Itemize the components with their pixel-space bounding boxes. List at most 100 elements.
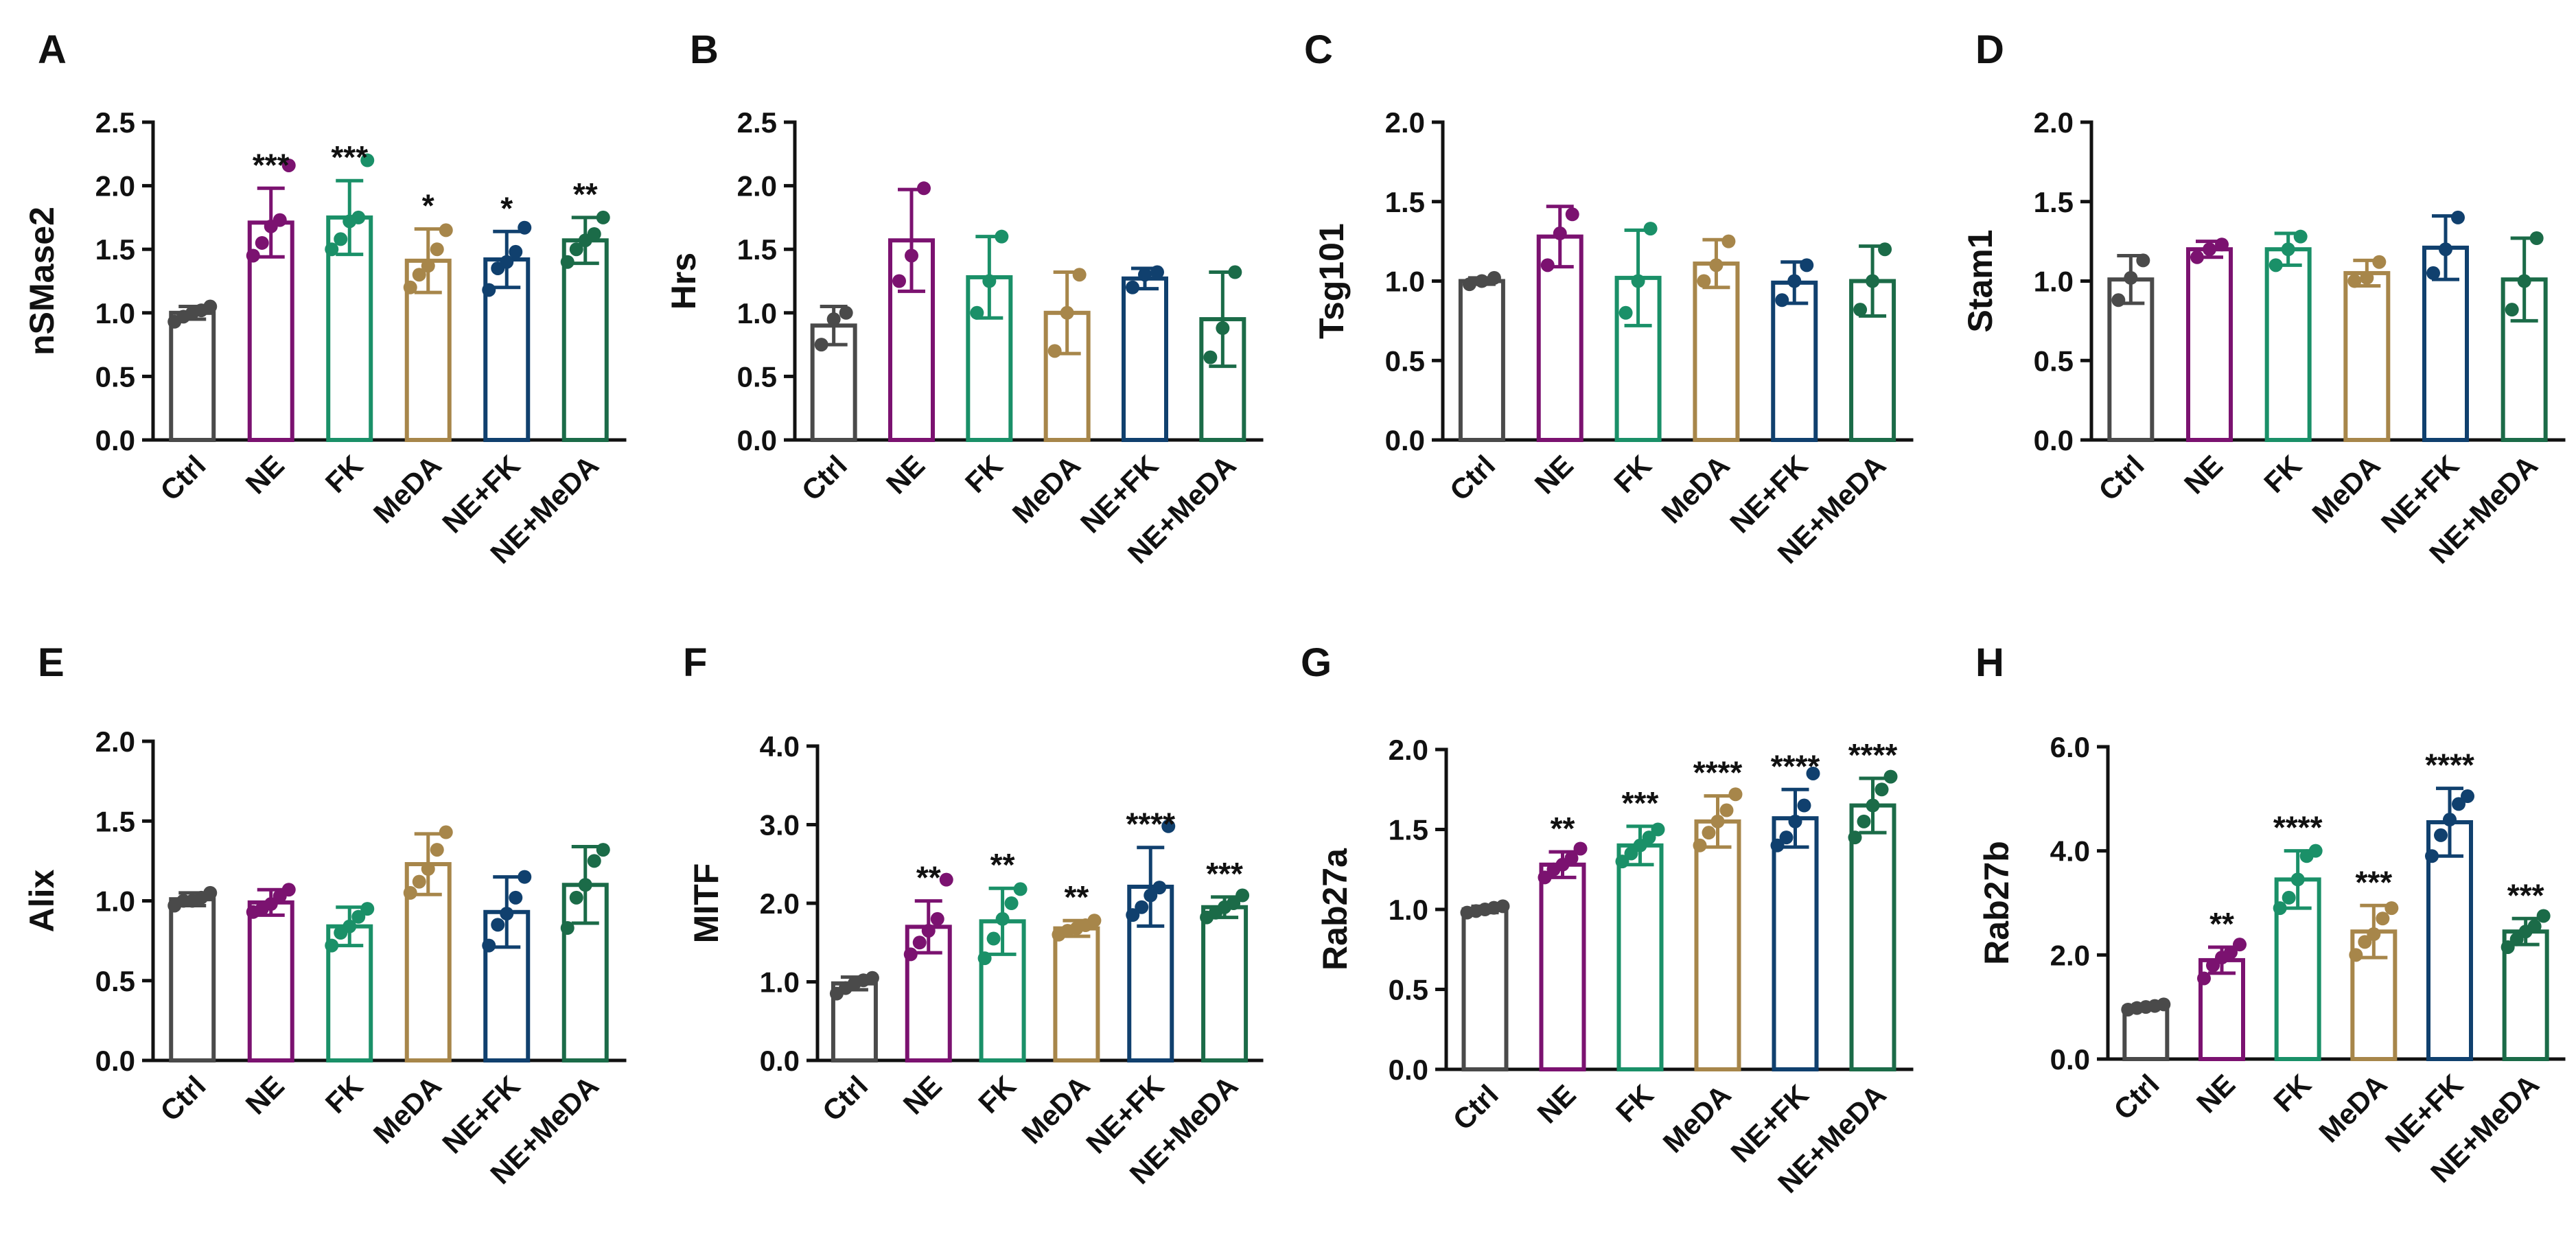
data-point (1087, 914, 1102, 928)
data-point (560, 255, 575, 269)
x-tick-label: NE (1529, 449, 1580, 500)
y-tick-label: 0.5 (1385, 345, 1425, 377)
data-point (403, 280, 417, 294)
data-point (1779, 830, 1794, 845)
x-tick-label: Ctrl (816, 1069, 874, 1127)
data-point (970, 305, 984, 320)
y-tick-label: 0.5 (737, 360, 777, 393)
data-point (430, 242, 444, 257)
x-tick-label: NE (240, 1069, 291, 1121)
data-point (1228, 265, 1242, 279)
data-point (2136, 253, 2150, 268)
data-point (995, 911, 1010, 926)
data-point (2273, 901, 2287, 916)
bar (1122, 276, 1168, 442)
data-point (1235, 888, 1250, 903)
y-tick-label: 0.0 (2034, 424, 2074, 456)
data-point (509, 890, 523, 905)
y-axis-title: Alix (23, 869, 61, 932)
x-tick-label: NE (897, 1069, 949, 1121)
data-point (412, 268, 426, 282)
data-point (2190, 250, 2204, 264)
x-tick-label: Ctrl (1446, 1078, 1504, 1136)
y-tick-label: 2.5 (737, 106, 777, 139)
data-point (255, 235, 269, 250)
bar (1616, 843, 1664, 1072)
data-point (1770, 838, 1785, 852)
data-point (1564, 851, 1579, 866)
panel-letter: C (1304, 27, 1333, 72)
data-point (281, 883, 296, 897)
data-point (814, 338, 828, 352)
data-point (2233, 938, 2247, 952)
x-tick-label: NE (2190, 1068, 2242, 1119)
y-tick-label: 2.0 (2034, 106, 2074, 139)
x-tick-label: FK (972, 1069, 1022, 1119)
data-point (1462, 277, 1476, 292)
data-point (1631, 274, 1645, 288)
data-point (509, 244, 523, 259)
x-tick-label: Ctrl (2092, 449, 2150, 507)
data-point (351, 909, 366, 924)
x-tick-label: Ctrl (154, 1069, 211, 1127)
y-tick-label: 2.0 (737, 170, 777, 202)
data-point (1775, 293, 1789, 307)
data-point (2203, 242, 2216, 257)
y-tick-label: 1.0 (95, 885, 135, 918)
data-point (1797, 798, 1811, 813)
y-tick-label: 1.5 (95, 805, 135, 837)
data-point (1866, 798, 1880, 813)
data-point (1721, 234, 1736, 248)
data-point (939, 872, 953, 887)
data-point (1693, 838, 1707, 852)
data-point (1800, 258, 1814, 272)
x-tick-label: Ctrl (154, 449, 211, 507)
x-tick-label: MeDA (1655, 449, 1735, 529)
data-point (1615, 855, 1629, 869)
y-tick-label: 0.0 (95, 1045, 135, 1077)
data-point (986, 931, 1001, 946)
data-point (1474, 274, 1489, 288)
y-tick-label: 2.0 (760, 887, 800, 920)
y-tick-label: 0.0 (1389, 1054, 1428, 1086)
data-point (2197, 971, 2211, 986)
data-point (439, 825, 453, 839)
data-point (569, 890, 583, 905)
data-point (2536, 909, 2551, 923)
significance-label: *** (1206, 856, 1243, 892)
y-tick-label: 2.0 (2050, 939, 2090, 971)
bar (561, 238, 609, 442)
data-point (421, 259, 435, 273)
data-point (1848, 830, 1862, 845)
data-point (2443, 813, 2457, 827)
x-tick-label: NE (880, 449, 931, 500)
data-point (930, 911, 944, 926)
y-tick-label: 1.5 (95, 233, 135, 266)
significance-label: *** (1622, 785, 1659, 821)
data-point (560, 921, 575, 936)
data-point (1126, 908, 1140, 922)
data-point (1573, 841, 1588, 856)
panel-letter: A (38, 27, 67, 72)
data-point (839, 305, 853, 320)
significance-label: **** (2273, 810, 2323, 846)
data-point (1709, 258, 1724, 272)
data-point (2500, 940, 2515, 954)
y-tick-label: 1.5 (2034, 186, 2074, 218)
data-point (264, 897, 278, 911)
significance-label: * (422, 188, 434, 224)
y-axis-title: Rab27b (1977, 841, 2016, 965)
significance-label: *** (253, 147, 290, 183)
data-point (1633, 838, 1647, 852)
significance-label: ** (1551, 811, 1575, 846)
data-point (1126, 280, 1139, 294)
data-point (2367, 927, 2381, 941)
data-point (1013, 882, 1028, 896)
y-axis-title: Rab27a (1316, 848, 1354, 971)
data-point (2215, 237, 2229, 252)
significance-label: ** (990, 847, 1015, 883)
significance-label: **** (1693, 755, 1743, 791)
y-axis-title: nSMase2 (23, 207, 61, 356)
data-point (2529, 231, 2544, 245)
